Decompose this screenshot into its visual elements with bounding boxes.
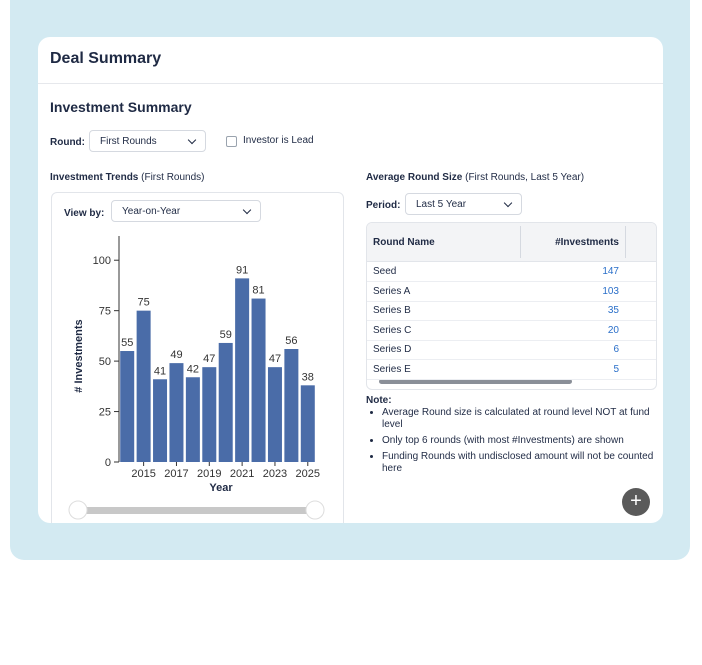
- column-divider: [520, 226, 521, 258]
- table-header: [367, 223, 656, 262]
- table-row: Series D 6: [367, 340, 656, 360]
- investment-count: 20: [607, 324, 619, 336]
- y-tick-label: 50: [99, 356, 111, 368]
- bar: [284, 349, 299, 462]
- investment-count: 6: [613, 344, 619, 355]
- round-name: Series B: [373, 305, 411, 316]
- card-title: Deal Summary: [50, 50, 162, 67]
- period-label: Period:: [366, 200, 401, 211]
- data-label: 75: [138, 297, 150, 309]
- note-item: Funding Rounds with undisclosed amount w…: [382, 451, 663, 475]
- round-name: Series C: [373, 324, 412, 336]
- range-slider-handle[interactable]: [68, 500, 88, 520]
- bar: [120, 351, 135, 462]
- investment-count: 103: [602, 285, 619, 297]
- add-button[interactable]: +: [622, 488, 650, 516]
- bar: [185, 377, 200, 462]
- data-label: 59: [220, 329, 232, 341]
- round-size-title: Average Round Size: [366, 172, 463, 183]
- round-label: Round:: [50, 137, 85, 148]
- investment-count: 5: [613, 363, 619, 375]
- bar: [235, 278, 250, 462]
- scrollbar[interactable]: [379, 379, 572, 384]
- chart: Year 0 25 50 75 100 55 75 2015 41 49 2017 42 47 2019 5…: [68, 236, 325, 520]
- round-size-subtitle: (First Rounds, Last 5 Year): [465, 172, 585, 183]
- round-name: Seed: [373, 266, 397, 277]
- x-tick-label: 2019: [197, 468, 221, 480]
- data-label: 47: [269, 353, 281, 365]
- x-tick-label: 2023: [263, 468, 287, 480]
- round-name: Series A: [373, 285, 411, 297]
- round-table: Round Name #Investments Seed 147 Series A 1…: [366, 222, 657, 390]
- bar: [251, 298, 266, 462]
- y-axis-label: # Investments: [73, 319, 85, 392]
- table-row: Series A 103: [367, 282, 656, 302]
- view-label: View by:: [64, 208, 105, 219]
- checkbox-label: Investor is Lead: [243, 135, 314, 146]
- investment-count: 147: [602, 266, 619, 277]
- bar: [153, 379, 168, 462]
- x-tick-label: 2017: [164, 468, 188, 480]
- data-label: 41: [154, 365, 166, 377]
- round-name: Series D: [373, 344, 412, 355]
- bar: [267, 367, 282, 462]
- y-tick-label: 100: [93, 255, 111, 267]
- period-select[interactable]: Last 5 Year: [405, 193, 522, 215]
- note-item: Average Round size is calculated at roun…: [382, 407, 663, 431]
- y-tick-label: 0: [105, 457, 111, 469]
- x-tick-label: 2021: [230, 468, 254, 480]
- range-slider-track[interactable]: [78, 507, 315, 514]
- bar: [169, 363, 184, 462]
- deal-summary-card: Deal Summary Investment Summary Round: F…: [38, 37, 663, 523]
- column-header: #Investments: [555, 237, 619, 248]
- x-tick-label: 2025: [296, 468, 320, 480]
- section-title: Investment Summary: [50, 99, 192, 115]
- data-label: 81: [252, 285, 264, 297]
- bar: [202, 367, 217, 462]
- divider: [38, 83, 663, 84]
- round-size-header: Average Round Size (First Rounds, Last 5…: [366, 172, 584, 183]
- chart-panel: View by: Year-on-Year Year 0 25 50 75 100 55 7…: [51, 192, 344, 523]
- trends-title: Investment Trends: [50, 172, 139, 183]
- trends-subtitle: (First Rounds): [141, 172, 205, 183]
- checkbox[interactable]: [226, 136, 237, 147]
- bar: [136, 310, 151, 462]
- view-select[interactable]: Year-on-Year: [111, 200, 261, 222]
- bar: [300, 385, 315, 462]
- investment-count: 35: [607, 305, 619, 316]
- round-select[interactable]: First Rounds: [89, 130, 206, 152]
- x-axis-label: Year: [209, 482, 233, 494]
- y-tick-label: 75: [99, 306, 111, 318]
- column-divider: [625, 226, 626, 258]
- bar: [218, 342, 233, 462]
- range-slider-handle[interactable]: [305, 500, 325, 520]
- data-label: 55: [121, 337, 133, 349]
- y-tick-label: 25: [99, 407, 111, 419]
- data-label: 38: [302, 371, 314, 383]
- table-row: Series E 5: [367, 360, 656, 380]
- table-row: Series B 35: [367, 301, 656, 321]
- column-header: Round Name: [373, 237, 435, 248]
- table-row: Series C 20: [367, 321, 656, 341]
- data-label: 49: [170, 349, 182, 361]
- note-item: Only top 6 rounds (with most #Investment…: [382, 435, 663, 447]
- round-name: Series E: [373, 363, 411, 375]
- notes-list: Average Round size is calculated at roun…: [366, 407, 663, 479]
- data-label: 47: [203, 353, 215, 365]
- trends-header: Investment Trends (First Rounds): [50, 172, 205, 183]
- data-label: 91: [236, 264, 248, 276]
- table-row: Seed 147: [367, 262, 656, 282]
- data-label: 42: [187, 363, 199, 375]
- data-label: 56: [285, 335, 297, 347]
- x-tick-label: 2015: [131, 468, 155, 480]
- notes-title: Note:: [366, 395, 392, 406]
